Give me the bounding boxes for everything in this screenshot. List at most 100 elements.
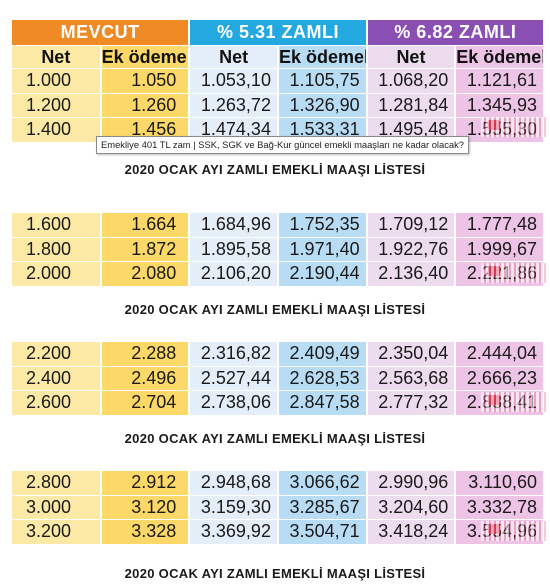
- table-cell: 1.752,35: [277, 211, 368, 238]
- table-cell: 1.345,93: [455, 93, 545, 118]
- table-cell: 3.159,30: [189, 495, 279, 520]
- group-header-current: MEVCUT: [12, 20, 191, 46]
- table-cell: 1.922,76: [366, 237, 457, 262]
- salary-table-4: 2.800 2.912 2.948,68 3.066,62 2.990,96 3…: [12, 469, 545, 545]
- table-cell: 2.704: [100, 390, 191, 416]
- table-cell: 1.263,72: [189, 93, 279, 118]
- table-row: 1.800 1.872 1.895,58 1.971,40 1.922,76 1…: [12, 237, 545, 262]
- salary-table-2: 1.600 1.664 1.684,96 1.752,35 1.709,12 1…: [12, 211, 545, 287]
- table-cell: 2.666,23: [455, 366, 545, 391]
- table-row: 3.000 3.120 3.159,30 3.285,67 3.204,60 3…: [12, 495, 545, 520]
- table-cell: 1.777,48: [455, 211, 545, 238]
- table-cell: 2.563,68: [366, 366, 457, 391]
- table-cell: 1.053,10: [189, 68, 279, 94]
- table-cell: 1.000: [12, 68, 102, 94]
- column-header-row: Net Ek ödemeli Net Ek ödemeli Net Ek öde…: [12, 45, 545, 69]
- table-cell: 2.912: [100, 469, 191, 496]
- table-cell: 2.190,44: [277, 261, 368, 287]
- watermark: [481, 392, 547, 412]
- table-cell: 1.260: [100, 93, 191, 118]
- table-cell: 1.800: [12, 237, 102, 262]
- column-header: Net: [189, 45, 279, 69]
- table-cell: 3.418,24: [366, 519, 457, 545]
- table-row: 2.800 2.912 2.948,68 3.066,62 2.990,96 3…: [12, 469, 545, 496]
- table-cell: 3.332,78: [455, 495, 545, 520]
- column-header: Net: [12, 45, 102, 69]
- table-cell: 1.068,20: [366, 68, 457, 94]
- table-cell: 2.990,96: [366, 469, 457, 496]
- watermark: [481, 263, 547, 283]
- table-cell: 1.684,96: [189, 211, 279, 238]
- table-cell: 2.288: [100, 340, 191, 367]
- table-cell: 1.999,67: [455, 237, 545, 262]
- table-row: 2.400 2.496 2.527,44 2.628,53 2.563,68 2…: [12, 366, 545, 391]
- table-row: 3.200 3.328 3.369,92 3.504,71 3.418,24 3…: [12, 519, 545, 545]
- table-cell: 2.080: [100, 261, 191, 287]
- table-cell: 3.328: [100, 519, 191, 545]
- table-cell: 2.847,58: [277, 390, 368, 416]
- table-cell: 2.200: [12, 340, 102, 367]
- table-cell: 2.000: [12, 261, 102, 287]
- watermark: [481, 521, 547, 541]
- salary-table-3: 2.200 2.288 2.316,82 2.409,49 2.350,04 2…: [12, 340, 545, 416]
- table-cell: 2.948,68: [189, 469, 279, 496]
- table-cell: 2.527,44: [189, 366, 279, 391]
- group-header-531: % 5.31 ZAMLI: [189, 20, 368, 46]
- table-row: 1.000 1.050 1.053,10 1.105,75 1.068,20 1…: [12, 68, 545, 94]
- table-cell: 1.400: [12, 117, 102, 143]
- table-caption: 2020 OCAK AYI ZAMLI EMEKLİ MAAŞI LİSTESİ: [124, 431, 426, 446]
- table-cell: 1.105,75: [277, 68, 368, 94]
- table-row: 2.000 2.080 2.106,20 2.190,44 2.136,40 2…: [12, 261, 545, 287]
- table-cell: 2.409,49: [277, 340, 368, 367]
- table-cell: 2.136,40: [366, 261, 457, 287]
- table-row: 1.600 1.664 1.684,96 1.752,35 1.709,12 1…: [12, 211, 545, 238]
- table-cell: 2.777,32: [366, 390, 457, 416]
- table-cell: 3.110,60: [455, 469, 545, 496]
- table-cell: 3.200: [12, 519, 102, 545]
- table-cell: 1.709,12: [366, 211, 457, 238]
- column-header: Ek ödemeli: [277, 45, 368, 69]
- column-header: Ek ödemeli: [455, 45, 545, 69]
- table-cell: 1.971,40: [277, 237, 368, 262]
- table-cell: 2.444,04: [455, 340, 545, 367]
- table-cell: 3.120: [100, 495, 191, 520]
- table-cell: 2.316,82: [189, 340, 279, 367]
- table-row: 2.600 2.704 2.738,06 2.847,58 2.777,32 2…: [12, 390, 545, 416]
- table-cell: 3.369,92: [189, 519, 279, 545]
- table-cell: 3.066,62: [277, 469, 368, 496]
- salary-grid: 2.200 2.288 2.316,82 2.409,49 2.350,04 2…: [12, 340, 545, 416]
- group-header-row: MEVCUT % 5.31 ZAMLI % 6.82 ZAMLI: [12, 20, 546, 46]
- table-cell: 1.664: [100, 211, 191, 238]
- table-row: 1.200 1.260 1.263,72 1.326,90 1.281,84 1…: [12, 93, 545, 118]
- table-cell: 1.895,58: [189, 237, 279, 262]
- table-cell: 2.106,20: [189, 261, 279, 287]
- table-cell: 3.000: [12, 495, 102, 520]
- table-cell: 2.738,06: [189, 390, 279, 416]
- table-cell: 2.496: [100, 366, 191, 391]
- table-cell: 3.285,67: [277, 495, 368, 520]
- table-caption: 2020 OCAK AYI ZAMLI EMEKLİ MAAŞI LİSTESİ: [124, 566, 426, 581]
- salary-grid: 1.600 1.664 1.684,96 1.752,35 1.709,12 1…: [12, 211, 545, 287]
- table-cell: 3.204,60: [366, 495, 457, 520]
- table-cell: 2.628,53: [277, 366, 368, 391]
- column-header: Ek ödemeli: [100, 45, 191, 69]
- table-cell: 1.200: [12, 93, 102, 118]
- table-cell: 2.400: [12, 366, 102, 391]
- column-header: Net: [366, 45, 457, 69]
- table-cell: 1.050: [100, 68, 191, 94]
- table-row: 2.200 2.288 2.316,82 2.409,49 2.350,04 2…: [12, 340, 545, 367]
- table-cell: 2.800: [12, 469, 102, 496]
- table-caption: 2020 OCAK AYI ZAMLI EMEKLİ MAAŞI LİSTESİ: [124, 302, 426, 317]
- table-cell: 3.504,71: [277, 519, 368, 545]
- table-cell: 1.872: [100, 237, 191, 262]
- watermark: [481, 117, 547, 137]
- group-header-682: % 6.82 ZAMLI: [366, 20, 546, 46]
- table-cell: 2.600: [12, 390, 102, 416]
- table-cell: 1.326,90: [277, 93, 368, 118]
- table-cell: 1.121,61: [455, 68, 545, 94]
- table-caption: 2020 OCAK AYI ZAMLI EMEKLİ MAAŞI LİSTESİ: [124, 162, 426, 177]
- link-tooltip[interactable]: Emekliye 401 TL zam | SSK, SGK ve Bağ-Ku…: [96, 136, 470, 154]
- salary-grid: 2.800 2.912 2.948,68 3.066,62 2.990,96 3…: [12, 469, 545, 545]
- table-cell: 1.600: [12, 211, 102, 238]
- salary-grid: MEVCUT % 5.31 ZAMLI % 6.82 ZAMLI Net Ek …: [12, 20, 546, 143]
